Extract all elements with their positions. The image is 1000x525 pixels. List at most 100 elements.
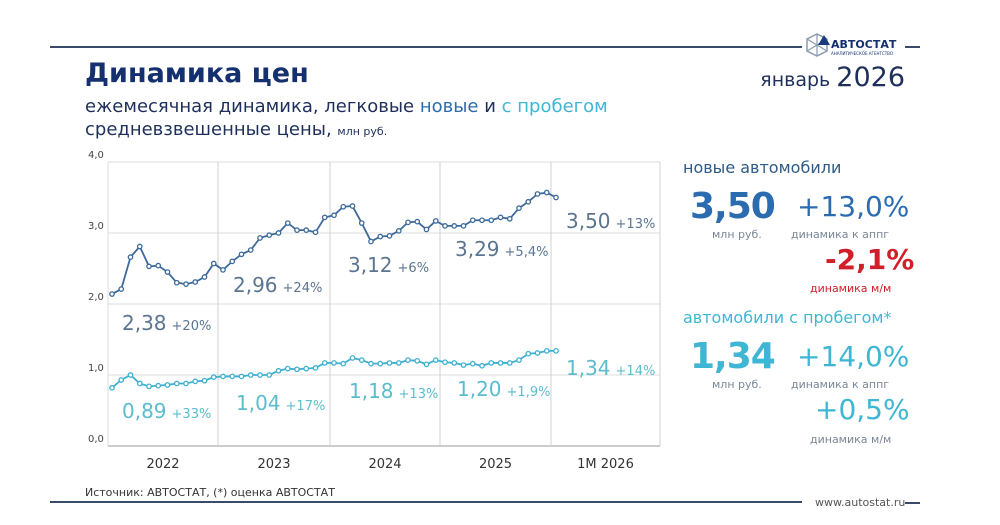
used-cars-heading: автомобили с пробегом* [683, 308, 892, 327]
data-point-used [525, 350, 532, 357]
new-price: 3,50 [690, 186, 776, 227]
new-cars-heading: новые автомобили [683, 158, 842, 177]
data-point-used [321, 360, 328, 366]
source-note: Источник: АВТОСТАТ, (*) оценка АВТОСТАТ [85, 486, 335, 499]
data-point-new [525, 198, 532, 205]
annotation-value: 3,12 [348, 253, 393, 277]
data-point-used [460, 362, 467, 368]
annotation-change: +6% [398, 261, 430, 276]
data-point-used [146, 383, 152, 390]
data-point-used [284, 365, 291, 372]
subtitle-line-2: средневзвешенные цены, млн руб. [85, 119, 387, 140]
data-point-new [497, 214, 504, 221]
data-point-used [109, 384, 115, 391]
data-point-new [210, 260, 217, 267]
report-period: январь 2026 [760, 62, 905, 93]
data-point-used [516, 357, 522, 363]
data-point-used [294, 366, 300, 373]
used-yoy: +14,0% [797, 340, 910, 373]
annotation-value: 3,29 [455, 237, 500, 261]
annotation-used: 1,18 +13% [349, 379, 438, 403]
data-point-used [395, 360, 402, 366]
data-point-new [229, 258, 236, 265]
data-point-new [127, 254, 134, 260]
data-point-new [247, 247, 254, 253]
svg-text:АВТОСТАТ: АВТОСТАТ [831, 38, 897, 51]
data-point-new [460, 223, 467, 229]
annotation-change: +24% [283, 281, 323, 296]
data-point-used [192, 378, 199, 385]
data-point-used [543, 348, 550, 354]
data-point-used [266, 372, 273, 378]
y-tick-label: 0,0 [88, 434, 104, 445]
data-point-new [386, 232, 393, 239]
data-point-used [358, 357, 365, 363]
annotation-change: +17% [286, 399, 326, 414]
used-mom-caption: динамика м/м [810, 433, 892, 446]
data-point-new [442, 223, 448, 229]
data-point-new [275, 230, 282, 236]
data-point-used [377, 360, 384, 367]
footer-rule [50, 501, 802, 503]
data-point-used [497, 360, 504, 366]
annotation-new: 3,12 +6% [348, 253, 429, 277]
new-mom-caption: динамика м/м [810, 282, 892, 295]
header-rule-end [905, 46, 920, 48]
data-point-new [136, 243, 143, 250]
data-point-used [118, 377, 125, 383]
data-point-new [257, 235, 263, 241]
data-point-used [155, 382, 162, 389]
data-point-used [183, 380, 189, 387]
annotation-change: +1,9% [507, 385, 551, 400]
data-point-used [127, 372, 134, 378]
data-point-used [210, 374, 217, 380]
subtitle-used: с пробегом [501, 96, 608, 117]
data-point-used [479, 362, 485, 369]
data-point-used [414, 357, 421, 364]
data-point-new [405, 219, 411, 226]
data-point-new [312, 229, 319, 236]
annotation-new: 3,50 +13% [566, 209, 655, 233]
annotation-value: 0,89 [122, 399, 167, 423]
annotation-new: 2,96 +24% [233, 273, 322, 297]
data-point-new [340, 203, 347, 210]
y-tick-label: 4,0 [88, 150, 104, 161]
used-mom: +0,5% [815, 393, 910, 426]
subtitle-new: новые [419, 96, 479, 117]
data-point-used [275, 367, 282, 374]
subtitle-and: и [478, 96, 502, 117]
data-point-new [479, 217, 485, 224]
new-yoy: +13,0% [797, 190, 910, 223]
data-point-new [118, 286, 125, 292]
data-point-used [488, 360, 495, 366]
data-point-new [516, 205, 522, 211]
data-point-new [294, 227, 300, 234]
data-point-new [183, 281, 189, 287]
annotation-value: 2,96 [233, 273, 278, 297]
data-point-used [553, 348, 559, 354]
data-point-new [266, 232, 273, 238]
annotation-used: 1,04 +17% [236, 391, 325, 415]
data-point-new [553, 194, 559, 201]
website-link[interactable]: www.autostat.ru [815, 496, 906, 509]
data-point-used [534, 350, 541, 356]
data-point-used [368, 360, 374, 367]
annotation-change: +13% [399, 387, 439, 402]
data-point-new [220, 267, 226, 273]
used-price-unit: млн руб. [712, 378, 762, 391]
data-point-new [451, 223, 458, 229]
data-point-new [414, 218, 421, 225]
data-point-used [238, 373, 245, 380]
data-point-used [312, 365, 319, 371]
x-tick-label: 2025 [479, 457, 512, 472]
data-point-used [506, 360, 513, 366]
data-point-new [284, 220, 291, 226]
annotation-value: 1,34 [566, 356, 611, 380]
y-tick-label: 1,0 [88, 363, 104, 374]
data-point-new [543, 189, 550, 196]
data-point-new [395, 228, 402, 234]
autostat-logo: АВТОСТАТ АНАЛИТИЧЕСКОЕ АГЕНТСТВО [806, 33, 897, 57]
y-tick-label: 2,0 [88, 292, 104, 303]
annotation-new: 3,29 +5,4% [455, 237, 548, 261]
new-yoy-caption: динамика к аппг [791, 228, 890, 241]
